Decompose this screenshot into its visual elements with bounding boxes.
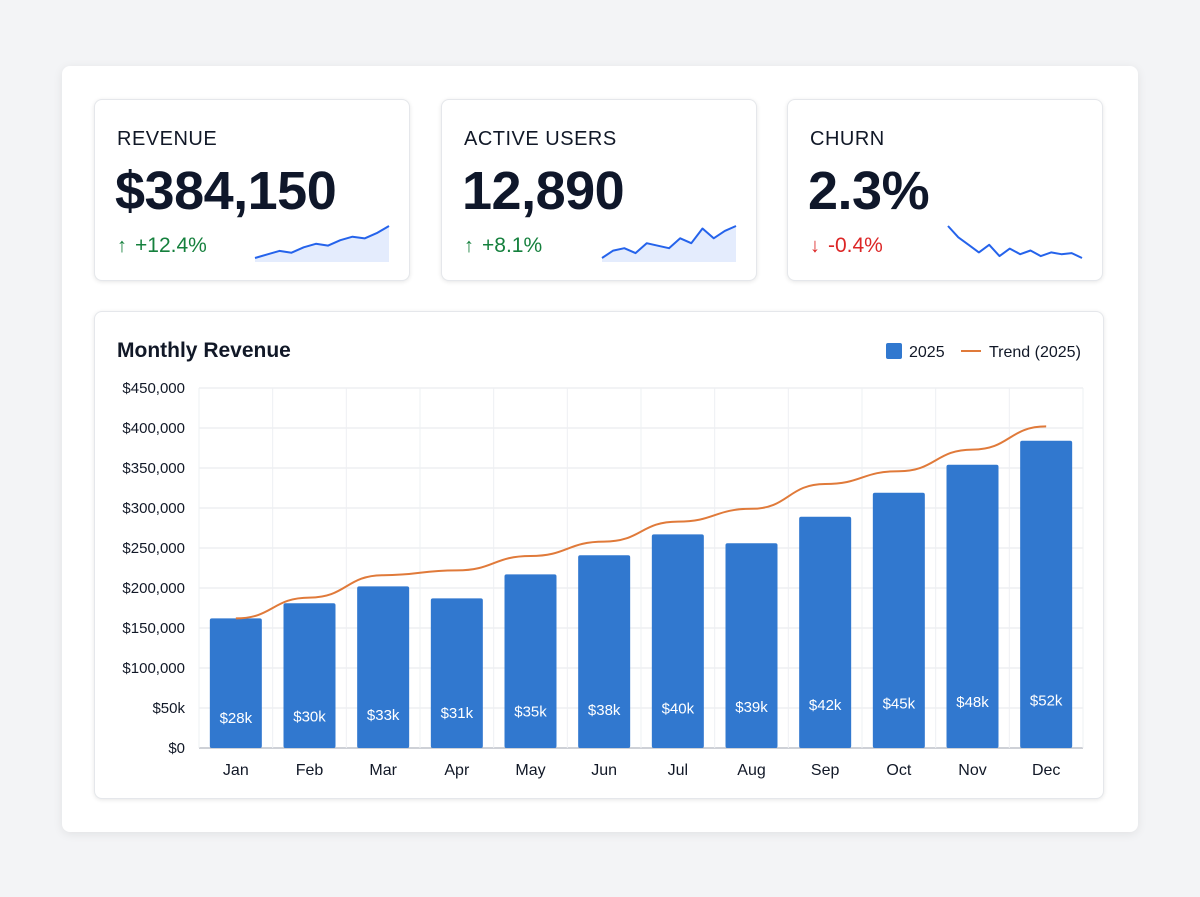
bar[interactable] bbox=[725, 543, 778, 748]
bar[interactable] bbox=[578, 555, 631, 748]
kpi-title: ACTIVE USERS bbox=[464, 128, 617, 150]
kpi-delta-value: +8.1% bbox=[482, 234, 543, 257]
y-axis: $0 $50k $100,000 $150,000 $200,000 $250,000 $3… bbox=[122, 380, 185, 757]
bar[interactable] bbox=[283, 603, 336, 748]
legend-label-line: Trend (2025) bbox=[989, 344, 1081, 361]
kpi-delta: ↓ -0.4% bbox=[810, 234, 883, 258]
kpi-value: 2.3% bbox=[808, 161, 930, 221]
bar-data-label: $52k bbox=[1030, 692, 1063, 709]
bar-data-label: $31k bbox=[441, 705, 474, 722]
x-tick-label: Mar bbox=[369, 762, 397, 779]
sparkline bbox=[947, 225, 1083, 259]
x-tick-label: Apr bbox=[444, 762, 470, 779]
bar-data-label: $39k bbox=[735, 699, 768, 716]
x-tick-label: Jan bbox=[223, 762, 249, 779]
bar-data-label: $35k bbox=[514, 704, 547, 721]
y-tick-label: $250,000 bbox=[122, 540, 185, 557]
sparkline bbox=[254, 225, 390, 262]
sparkline-area bbox=[602, 226, 736, 262]
arrow-up-icon: ↑ bbox=[117, 234, 127, 257]
bar-data-label: $28k bbox=[220, 710, 253, 727]
x-tick-label: Oct bbox=[886, 762, 911, 779]
chart-grid bbox=[198, 387, 1084, 749]
x-tick-label: Nov bbox=[958, 762, 986, 779]
kpi-title: CHURN bbox=[810, 128, 885, 150]
legend-label-bar: 2025 bbox=[909, 344, 945, 361]
bar-data-label: $38k bbox=[588, 702, 621, 719]
bar-data-label: $40k bbox=[662, 700, 695, 717]
y-tick-label: $300,000 bbox=[122, 500, 185, 517]
kpi-title: REVENUE bbox=[117, 128, 218, 150]
bar[interactable] bbox=[209, 618, 262, 748]
x-tick-label: Jun bbox=[591, 762, 617, 779]
bar[interactable] bbox=[1020, 440, 1073, 748]
x-tick-label: May bbox=[515, 762, 545, 779]
x-tick-label: Feb bbox=[296, 762, 324, 779]
bar[interactable] bbox=[872, 492, 925, 748]
monthly-revenue-chart-card: Monthly Revenue 2025 Trend (2025) $0 $50k… bbox=[94, 311, 1104, 799]
x-axis: Jan Feb Mar Apr May Jun Jul Aug Sep Oct Nov Dec bbox=[223, 762, 1060, 779]
bar[interactable] bbox=[799, 516, 852, 748]
bar-data-label: $42k bbox=[809, 697, 842, 714]
sparkline-line bbox=[254, 225, 390, 259]
y-tick-label: $350,000 bbox=[122, 460, 185, 477]
y-tick-label: $450,000 bbox=[122, 380, 185, 397]
y-tick-label: $50k bbox=[152, 700, 185, 717]
sparkline-line bbox=[601, 225, 737, 259]
y-tick-label: $0 bbox=[168, 740, 185, 757]
trend-line bbox=[235, 425, 1047, 620]
bar[interactable] bbox=[946, 464, 999, 748]
trend-series bbox=[235, 425, 1047, 620]
chart-title: Monthly Revenue bbox=[117, 339, 291, 362]
bar[interactable] bbox=[357, 586, 410, 748]
chart-legend[interactable]: 2025 Trend (2025) bbox=[886, 343, 1081, 361]
x-tick-label: Aug bbox=[737, 762, 765, 779]
kpi-card-active-users[interactable]: ACTIVE USERS 12,890 ↑ +8.1% bbox=[441, 99, 757, 281]
kpi-delta-value: +12.4% bbox=[135, 234, 207, 257]
y-tick-label: $150,000 bbox=[122, 620, 185, 637]
arrow-up-icon: ↑ bbox=[464, 234, 474, 257]
sparkline bbox=[601, 225, 737, 262]
bar-data-label: $33k bbox=[367, 707, 400, 724]
kpi-card-revenue[interactable]: REVENUE $384,150 ↑ +12.4% bbox=[94, 99, 410, 281]
y-tick-label: $100,000 bbox=[122, 660, 185, 677]
sparkline-line bbox=[947, 225, 1083, 259]
bar[interactable] bbox=[504, 574, 557, 748]
kpi-card-churn[interactable]: CHURN 2.3% ↓ -0.4% bbox=[787, 99, 1103, 281]
kpi-value: $384,150 bbox=[115, 161, 337, 221]
bar-data-label: $45k bbox=[883, 696, 916, 713]
kpi-value: 12,890 bbox=[462, 161, 625, 221]
dashboard-panel: REVENUE $384,150 ↑ +12.4% ACTIVE USERS 1… bbox=[62, 66, 1138, 832]
x-tick-label: Jul bbox=[668, 762, 688, 779]
legend-swatch-bar bbox=[886, 343, 902, 359]
x-tick-label: Dec bbox=[1032, 762, 1060, 779]
bar-data-label: $30k bbox=[293, 708, 326, 725]
bar-data-label: $48k bbox=[956, 694, 989, 711]
kpi-delta-value: -0.4% bbox=[828, 234, 883, 257]
bar[interactable] bbox=[651, 534, 704, 748]
y-tick-label: $200,000 bbox=[122, 580, 185, 597]
monthly-revenue-chart: Monthly Revenue 2025 Trend (2025) $0 $50k… bbox=[117, 339, 1084, 779]
bar-series: $28k $30k $33k $31k $35k $38k $40k $39k $42k $45k… bbox=[209, 440, 1073, 748]
y-tick-label: $400,000 bbox=[122, 420, 185, 437]
x-tick-label: Sep bbox=[811, 762, 840, 779]
kpi-delta: ↑ +12.4% bbox=[117, 234, 207, 258]
kpi-delta: ↑ +8.1% bbox=[464, 234, 542, 258]
arrow-down-icon: ↓ bbox=[810, 234, 820, 257]
bar[interactable] bbox=[430, 598, 483, 748]
